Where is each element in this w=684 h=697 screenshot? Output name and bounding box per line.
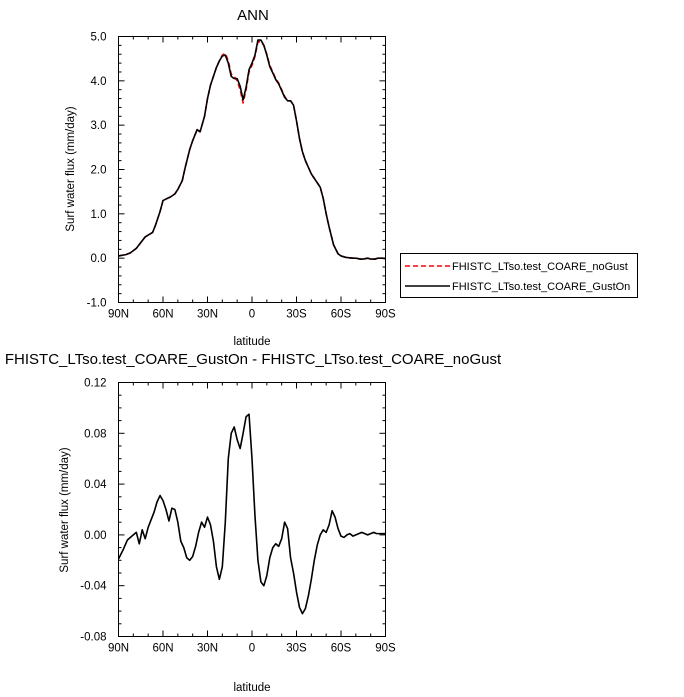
legend-label-nogust: FHISTC_LTso.test_COARE_noGust: [452, 261, 628, 273]
top-x-axis: 90N 60N 30N 0 30S 60S 90S: [108, 36, 396, 321]
bottom-panel-title: FHISTC_LTso.test_COARE_GustOn - FHISTC_L…: [5, 351, 502, 368]
top-x-tick-label: 60N: [152, 309, 173, 321]
top-series-line-0: [118, 41, 386, 260]
top-x-tick-label: 30N: [197, 309, 218, 321]
bottom-y-tick-label: -0.04: [80, 581, 107, 593]
bottom-x-tick-label: 60N: [152, 643, 173, 655]
top-plot-area: [118, 39, 386, 260]
bottom-series-line-0: [117, 413, 386, 615]
bottom-y-tick-label: 0.12: [84, 378, 106, 390]
bottom-plot-frame: [118, 382, 386, 637]
top-x-tick-label: 30S: [286, 309, 307, 321]
bottom-y-tick-label: -0.08: [80, 632, 106, 644]
top-y-tick-label: 5.0: [91, 32, 107, 44]
top-x-tick-label: 0: [249, 309, 255, 321]
top-x-tick-label: 90N: [108, 309, 129, 321]
top-x-tick-label: 90S: [375, 309, 396, 321]
bottom-x-tick-label: 90N: [108, 643, 129, 655]
top-series-line-1: [118, 39, 386, 260]
legend-label-guston: FHISTC_LTso.test_COARE_GustOn: [452, 281, 630, 293]
top-y-tick-label: -1.0: [87, 298, 107, 310]
bottom-x-tick-label: 30N: [197, 643, 218, 655]
top-x-tick-label: 60S: [331, 309, 352, 321]
legend: FHISTC_LTso.test_COARE_noGust FHISTC_LTs…: [400, 253, 638, 298]
bottom-panel: FHISTC_LTso.test_COARE_GustOn - FHISTC_L…: [5, 351, 502, 694]
top-x-axis-label: latitude: [233, 336, 270, 348]
bottom-y-axis: 0.12 0.08 0.04 0.00 -0.04 -0.08: [80, 378, 386, 644]
top-panel: ANN 90N 60N 30N 0 30S 60S 90S 5.0 4.0 3.0 2.0 1.0 0…: [65, 7, 396, 348]
bottom-x-tick-label: 0: [249, 643, 255, 655]
top-y-tick-label: 1.0: [91, 209, 107, 221]
bottom-y-tick-label: 0.00: [84, 530, 106, 542]
top-y-tick-label: 3.0: [91, 120, 107, 132]
top-panel-title: ANN: [237, 7, 269, 24]
top-y-tick-label: 4.0: [91, 76, 107, 88]
bottom-x-axis-label: latitude: [233, 682, 270, 694]
top-y-tick-label: 2.0: [91, 165, 107, 177]
legend-box: [400, 253, 638, 298]
bottom-x-axis: 90N 60N 30N 0 30S 60S 90S: [108, 382, 396, 655]
bottom-x-tick-label: 90S: [375, 643, 396, 655]
bottom-y-tick-label: 0.04: [84, 479, 107, 491]
top-y-axis-label: Surf water flux (mm/day): [65, 106, 77, 231]
top-y-axis: 5.0 4.0 3.0 2.0 1.0 0.0 -1.0: [87, 32, 386, 310]
bottom-x-tick-label: 60S: [331, 643, 352, 655]
bottom-x-tick-label: 30S: [286, 643, 307, 655]
bottom-plot-area: [117, 413, 386, 615]
top-y-tick-label: 0.0: [91, 253, 107, 265]
bottom-y-axis-label: Surf water flux (mm/day): [59, 447, 71, 572]
bottom-y-tick-label: 0.08: [84, 428, 106, 440]
top-plot-frame: [118, 36, 386, 303]
